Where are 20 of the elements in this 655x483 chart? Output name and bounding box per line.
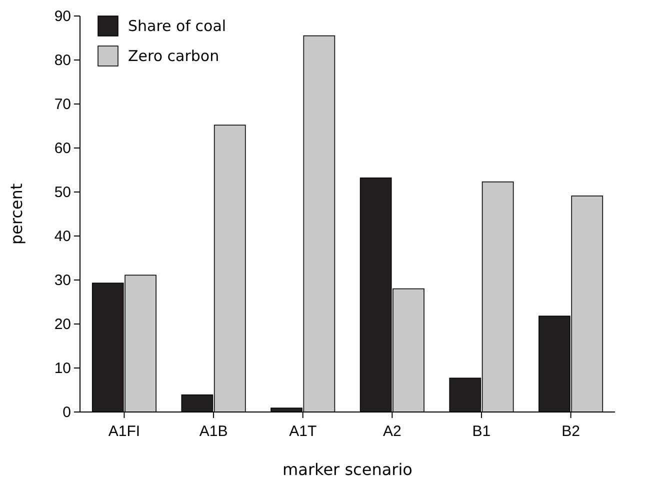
y-tick-label: 40 <box>54 228 71 245</box>
y-tick-label: 30 <box>54 272 71 289</box>
y-tick-label: 90 <box>54 8 71 25</box>
y-tick-label: 0 <box>62 404 71 421</box>
y-tick-label: 20 <box>54 316 71 333</box>
y-tick-label: 10 <box>54 360 71 377</box>
x-tick-label: A1FI <box>108 423 140 440</box>
legend-label: Share of coal <box>128 17 226 35</box>
y-tick-label: 50 <box>54 184 71 201</box>
y-tick-label: 60 <box>54 140 71 157</box>
y-tick-label: 80 <box>54 52 71 69</box>
y-tick-label: 70 <box>54 96 71 113</box>
legend-label: Zero carbon <box>128 47 220 65</box>
x-tick-label: A1B <box>199 423 228 440</box>
x-axis-title: marker scenario <box>282 460 412 479</box>
x-tick-label: A2 <box>382 423 402 440</box>
x-tick-label: B1 <box>472 423 491 440</box>
y-axis-title: percent <box>7 183 26 245</box>
x-tick-label: B2 <box>562 423 580 440</box>
x-tick-label: A1T <box>289 423 317 440</box>
